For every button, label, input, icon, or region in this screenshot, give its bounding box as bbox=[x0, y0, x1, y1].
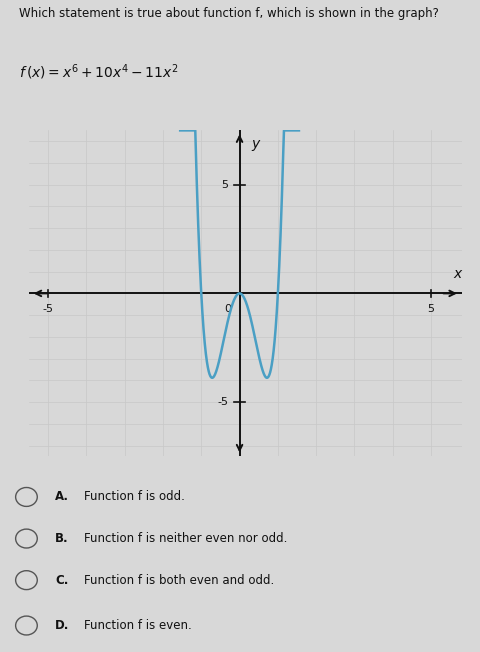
Text: 0: 0 bbox=[223, 304, 230, 314]
Text: B.: B. bbox=[55, 532, 69, 545]
Text: y: y bbox=[251, 137, 259, 151]
Text: C.: C. bbox=[55, 574, 69, 587]
Text: D.: D. bbox=[55, 619, 70, 632]
Text: $f\,(x)=x^6+10x^4-11x^2$: $f\,(x)=x^6+10x^4-11x^2$ bbox=[19, 63, 179, 82]
Text: x: x bbox=[453, 267, 461, 282]
Text: -5: -5 bbox=[216, 397, 228, 407]
Text: Which statement is true about function f, which is shown in the graph?: Which statement is true about function f… bbox=[19, 7, 438, 20]
Text: 5: 5 bbox=[427, 304, 434, 314]
Text: Function f is both even and odd.: Function f is both even and odd. bbox=[84, 574, 274, 587]
Text: Function f is odd.: Function f is odd. bbox=[84, 490, 185, 503]
Text: A.: A. bbox=[55, 490, 69, 503]
Text: 5: 5 bbox=[221, 180, 228, 190]
Text: Function f is neither even nor odd.: Function f is neither even nor odd. bbox=[84, 532, 287, 545]
Text: Function f is even.: Function f is even. bbox=[84, 619, 192, 632]
Text: -5: -5 bbox=[42, 304, 53, 314]
